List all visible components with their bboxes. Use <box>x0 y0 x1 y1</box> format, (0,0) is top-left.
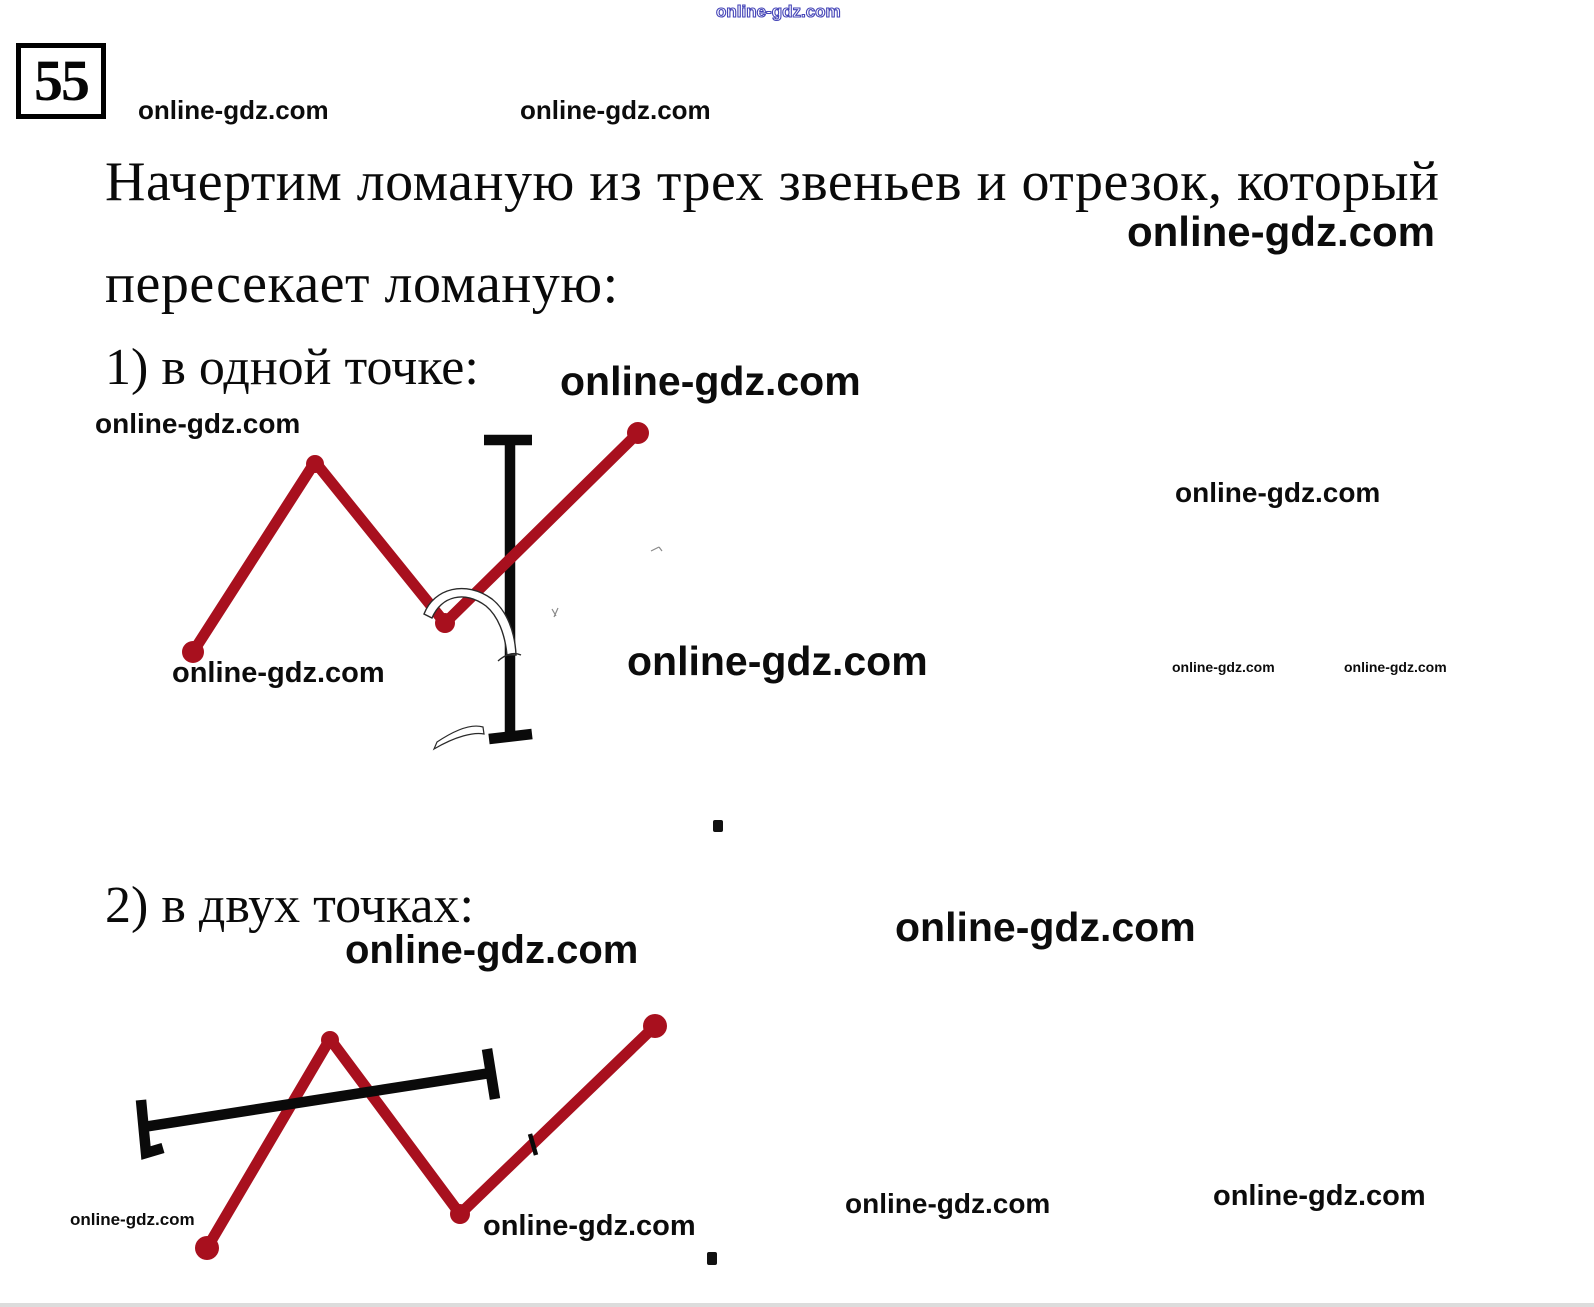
period-after-figure1: . <box>713 820 723 832</box>
task-title-line2: пересекает ломаную: <box>105 253 619 315</box>
figure1-polyline <box>188 429 642 655</box>
figure1-speck-marks <box>551 546 663 618</box>
watermark-fig1-bottomleft: online-gdz.com <box>172 657 385 689</box>
watermark-title-right: online-gdz.com <box>1127 208 1435 255</box>
figure2-crossing-segment <box>135 1048 501 1160</box>
period-after-figure2: . <box>707 1252 717 1265</box>
problem-number: 55 <box>34 48 90 113</box>
item2-label: 2) в двух точках: <box>105 877 474 934</box>
watermark-top-blue: online-gdz.com <box>715 1 841 21</box>
figure1-arc-artifact <box>423 587 517 656</box>
scan-edge <box>0 1303 1594 1307</box>
figure1-hook-artifact <box>497 652 522 662</box>
task-title-line1: Начертим ломаную из трех звеньев и отрез… <box>105 151 1440 213</box>
watermark-item2-big-right: online-gdz.com <box>895 904 1196 950</box>
watermark-fig1-topleft: online-gdz.com <box>95 408 301 439</box>
figure1-vertex-dots <box>182 422 649 663</box>
item1-label: 1) в одной точке: <box>105 339 479 396</box>
watermark-item1-big: online-gdz.com <box>560 358 861 404</box>
figure1-crossing-segment <box>484 434 533 745</box>
watermark-fig2-left-small: online-gdz.com <box>70 1210 195 1229</box>
problem-number-box: 55 <box>16 43 106 119</box>
watermark-item2-big-left: online-gdz.com <box>345 928 639 972</box>
watermark-small-right-1: online-gdz.com <box>1172 659 1275 675</box>
watermark-fig2-center: online-gdz.com <box>483 1210 696 1242</box>
figure2-tick-mark <box>527 1133 539 1156</box>
watermark-header-left: online-gdz.com <box>138 95 329 125</box>
figure1-ribbon-artifact <box>432 725 485 751</box>
watermark-fig1-right: online-gdz.com <box>1175 477 1381 508</box>
watermark-small-right-2: online-gdz.com <box>1344 659 1447 675</box>
watermark-header-center: online-gdz.com <box>520 95 711 125</box>
watermark-fig2-right: online-gdz.com <box>845 1188 1051 1219</box>
watermark-fig1-bottom-big: online-gdz.com <box>627 638 928 684</box>
watermark-fig2-far-right: online-gdz.com <box>1213 1180 1426 1212</box>
